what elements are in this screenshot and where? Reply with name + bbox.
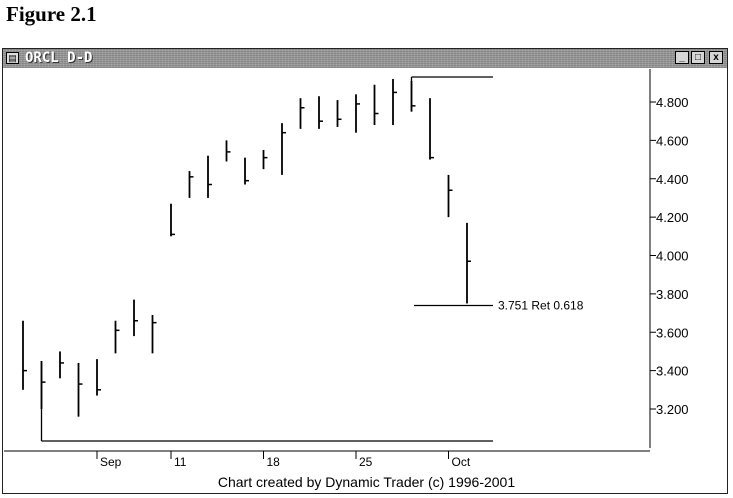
retracement-label: 3.751 Ret 0.618 xyxy=(498,298,584,312)
chart-credit: Chart created by Dynamic Trader (c) 1996… xyxy=(217,474,516,490)
price-tick-label: 3.200 xyxy=(656,402,689,417)
time-tick-label: Oct xyxy=(452,455,471,469)
time-tick-label: Sep xyxy=(100,455,122,469)
price-tick-label: 4.000 xyxy=(656,249,689,264)
window-title: ORCL D-D xyxy=(25,50,93,66)
price-tick-label: 3.400 xyxy=(656,364,689,379)
price-tick-label: 4.800 xyxy=(656,95,689,110)
time-tick-label: 25 xyxy=(359,455,373,469)
title-bar[interactable]: ▤ ORCL D-D _ □ x xyxy=(3,49,727,68)
price-tick-label: 4.200 xyxy=(656,210,689,225)
price-tick-label: 4.600 xyxy=(656,133,689,148)
minimize-button[interactable]: _ xyxy=(675,51,689,64)
time-tick-label: 11 xyxy=(174,455,187,469)
figure-label: Figure 2.1 xyxy=(6,2,97,26)
chart-app-icon[interactable]: ▤ xyxy=(6,52,19,64)
time-tick-label: 18 xyxy=(267,455,281,469)
price-tick-label: 3.600 xyxy=(656,325,689,340)
price-tick-label: 3.800 xyxy=(656,287,689,302)
price-tick-label: 4.400 xyxy=(656,172,689,187)
chart-window: ▤ ORCL D-D _ □ x xyxy=(2,48,728,494)
close-button[interactable]: x xyxy=(709,51,723,64)
maximize-button[interactable]: □ xyxy=(691,51,705,64)
